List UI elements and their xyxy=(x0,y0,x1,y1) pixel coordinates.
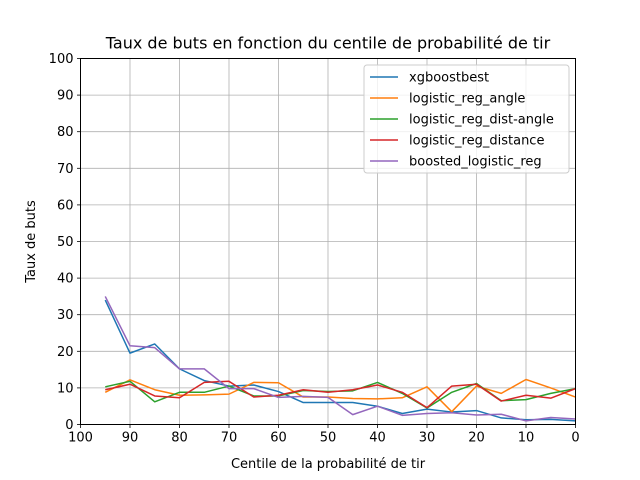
x-tick-label: 80 xyxy=(171,431,188,446)
x-tick-label: 0 xyxy=(571,431,579,446)
chart-title: Taux de buts en fonction du centile de p… xyxy=(105,34,551,53)
y-tick-label: 60 xyxy=(57,198,74,213)
x-tick-label: 50 xyxy=(320,431,337,446)
legend-label: xgboostbest xyxy=(409,71,489,86)
x-tick-label: 100 xyxy=(68,431,93,446)
legend-label: logistic_reg_dist-angle xyxy=(409,113,554,128)
y-tick-label: 70 xyxy=(57,162,74,177)
x-tick-label: 70 xyxy=(221,431,238,446)
series-line-xgboostbest xyxy=(104,299,576,422)
x-tick-label: 90 xyxy=(122,431,139,446)
y-tick-label: 0 xyxy=(65,418,73,433)
y-tick-label: 80 xyxy=(57,125,74,140)
y-tick-label: 50 xyxy=(57,235,74,250)
y-axis-label: Taux de buts xyxy=(24,200,39,284)
series-line-logistic_reg_distance xyxy=(105,380,576,409)
legend-box xyxy=(363,64,570,174)
y-tick-label: 20 xyxy=(57,345,74,360)
y-tick-label: 100 xyxy=(49,52,74,67)
x-axis-label: Centile de la probabilité de tir xyxy=(231,457,426,472)
x-tick-label: 20 xyxy=(468,431,485,446)
axis-ticks: 100 90 80 70 60 50 40 30 20 10 0010203040506070809… xyxy=(49,52,580,446)
legend-label: boosted_logistic_reg xyxy=(409,155,542,170)
series-line-boosted_logistic_reg xyxy=(104,296,576,422)
legend-label: logistic_reg_angle xyxy=(409,92,525,107)
x-tick-label: 10 xyxy=(518,431,535,446)
y-tick-label: 10 xyxy=(57,381,74,396)
y-tick-label: 40 xyxy=(57,272,74,287)
y-tick-label: 90 xyxy=(57,89,74,104)
legend-label: logistic_reg_distance xyxy=(409,134,544,149)
legend: xgboostbest logistic_reg_angle logistic_re… xyxy=(363,64,570,174)
series-lines xyxy=(104,296,576,422)
x-tick-label: 60 xyxy=(270,431,287,446)
y-tick-label: 30 xyxy=(57,308,74,323)
x-tick-label: 40 xyxy=(369,431,386,446)
x-tick-label: 30 xyxy=(419,431,436,446)
